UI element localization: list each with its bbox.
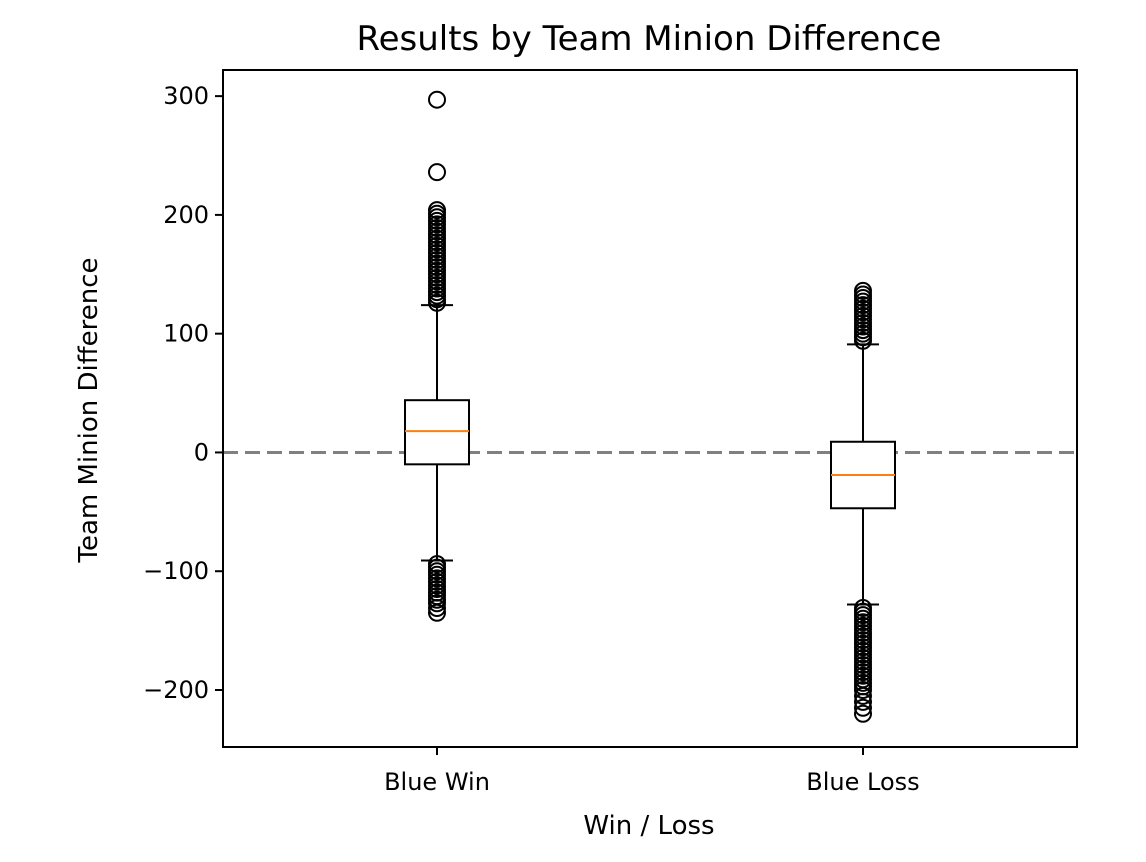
blue-loss-outlier <box>854 680 872 699</box>
plot-area <box>223 90 1077 723</box>
blue-win-outlier <box>428 594 446 613</box>
blue-loss-outlier <box>854 686 872 705</box>
blue-win-box <box>404 399 470 466</box>
axes: −200 −100 0 100 200 300 Blue Win Blue Loss <box>143 82 920 796</box>
x-axis-label: Win / Loss <box>583 811 714 841</box>
blue-loss-outlier <box>854 698 872 717</box>
y-tick-label: 0 <box>194 438 209 466</box>
y-tick-label: −200 <box>143 676 209 704</box>
chart-title: Results by Team Minion Difference <box>357 19 942 59</box>
x-tick-label: Blue Loss <box>806 768 919 796</box>
blue-loss-outlier <box>854 331 872 350</box>
blue-win-outlier <box>428 603 446 622</box>
y-tick-label: 300 <box>163 82 209 110</box>
blue-win-outlier <box>428 90 446 109</box>
y-tick-label: 200 <box>163 201 209 229</box>
blue-win-outlier <box>428 163 446 182</box>
y-axis-label: Team Minion Difference <box>74 257 104 563</box>
blue-win-outlier <box>428 293 446 312</box>
x-tick-label: Blue Win <box>384 768 490 796</box>
y-tick-label: 100 <box>163 320 209 348</box>
y-tick-label: −100 <box>143 557 209 585</box>
blue-win-outlier <box>428 599 446 618</box>
plot-frame <box>222 69 1078 748</box>
blue-loss-outlier <box>854 692 872 711</box>
blue-loss-outlier <box>854 704 872 723</box>
